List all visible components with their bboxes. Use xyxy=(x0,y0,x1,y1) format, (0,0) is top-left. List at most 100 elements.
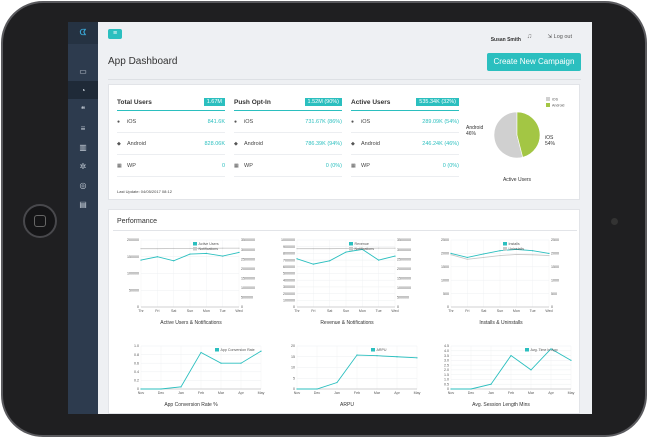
logout-icon: ⇲ xyxy=(547,34,554,40)
bell-icon[interactable]: ♫ xyxy=(526,33,532,40)
data-point[interactable] xyxy=(378,247,380,249)
sidebar-item-chat[interactable]: ❝ xyxy=(68,100,98,118)
data-point[interactable] xyxy=(499,254,501,257)
data-point[interactable] xyxy=(189,253,191,255)
data-point[interactable] xyxy=(515,253,517,256)
data-point[interactable] xyxy=(180,386,182,388)
data-point[interactable] xyxy=(361,247,363,250)
data-point[interactable] xyxy=(222,255,224,257)
y-tick-label: 15 xyxy=(291,355,295,359)
data-point[interactable] xyxy=(222,247,224,249)
pie-slice-ios[interactable] xyxy=(493,111,524,159)
data-point[interactable] xyxy=(450,388,452,390)
data-point[interactable] xyxy=(499,250,501,252)
data-point[interactable] xyxy=(238,251,240,253)
menu-toggle-button[interactable]: ≡ xyxy=(108,29,122,39)
data-point[interactable] xyxy=(416,357,418,359)
sidebar-item-bar-chart[interactable]: ▥ xyxy=(68,138,98,156)
y-tick-label: 0.4 xyxy=(134,370,139,374)
data-point[interactable] xyxy=(238,247,240,249)
data-point[interactable] xyxy=(173,247,175,250)
active-users-pie-chart: iOS 54% Android 46% iOS Android Active Users xyxy=(462,89,572,197)
sidebar-item-book[interactable]: ▤ xyxy=(68,195,98,213)
y2-tick-label: 3500000 xyxy=(241,238,255,242)
data-point[interactable] xyxy=(345,251,347,253)
data-point[interactable] xyxy=(329,260,331,262)
home-button[interactable] xyxy=(23,204,57,238)
data-point[interactable] xyxy=(548,254,550,257)
data-point[interactable] xyxy=(570,359,572,361)
pie-slice-android[interactable] xyxy=(516,111,541,158)
data-point[interactable] xyxy=(205,247,207,250)
stat-row: ▦ WP 0 (0%) xyxy=(351,155,459,177)
data-point[interactable] xyxy=(394,255,396,257)
data-point[interactable] xyxy=(296,248,298,250)
data-point[interactable] xyxy=(530,369,532,371)
data-point[interactable] xyxy=(532,254,534,256)
data-point[interactable] xyxy=(205,252,207,254)
data-point[interactable] xyxy=(532,250,534,252)
data-point[interactable] xyxy=(450,254,452,256)
data-point[interactable] xyxy=(336,381,338,384)
sidebar-item-broadcast[interactable]: ◎ xyxy=(68,176,98,194)
data-point[interactable] xyxy=(483,253,485,255)
data-point[interactable] xyxy=(483,256,485,259)
data-point[interactable] xyxy=(312,248,314,250)
data-point[interactable] xyxy=(329,248,331,250)
data-point[interactable] xyxy=(490,383,492,385)
data-point[interactable] xyxy=(470,388,472,390)
y2-tick-label: 2000000 xyxy=(397,267,411,271)
data-point[interactable] xyxy=(548,252,550,254)
stat-row: ◆ Android 246.24K (46%) xyxy=(351,133,459,155)
chart-avg-session-length-mins: 0 0.5 1.0 1.5 2.0 2.5 3.0 3.5 4.0 4.5 Nov Dec Jan Feb… xyxy=(425,342,577,408)
sidebar-item-desktop[interactable]: ▭ xyxy=(68,62,98,80)
data-point[interactable] xyxy=(356,354,358,356)
sidebar-item-gears[interactable]: ✲ xyxy=(68,157,98,175)
data-point[interactable] xyxy=(550,348,552,350)
data-point[interactable] xyxy=(515,248,517,250)
data-point[interactable] xyxy=(376,355,378,357)
data-point[interactable] xyxy=(220,362,222,364)
stat-row: ● iOS 731.67K (86%) xyxy=(234,111,342,133)
y2-tick-label: 2000 xyxy=(551,252,559,256)
data-point[interactable] xyxy=(156,248,158,250)
sidebar-item-database[interactable]: ≡ xyxy=(68,119,98,137)
data-point[interactable] xyxy=(361,248,363,250)
data-point[interactable] xyxy=(316,388,318,390)
user-name[interactable]: Susan Smith xyxy=(490,37,521,43)
data-point[interactable] xyxy=(510,354,512,357)
chart-app-conversion-rate: 0 0.2 0.4 0.6 0.8 1.0 Nov Dec Jan Feb Mar Apr May App… xyxy=(115,342,267,408)
data-point[interactable] xyxy=(296,258,298,260)
data-point[interactable] xyxy=(140,388,142,390)
x-tick-label: May xyxy=(258,391,265,395)
y2-tick-label: 1000 xyxy=(551,278,559,282)
data-point[interactable] xyxy=(260,350,262,352)
data-point[interactable] xyxy=(240,362,242,364)
data-point[interactable] xyxy=(378,259,380,261)
stat-column-active-users: Active Users 535.34K (32%) ● iOS 289.09K (54… xyxy=(351,98,459,177)
data-point[interactable] xyxy=(466,256,468,259)
app-logo[interactable]: ᗧ xyxy=(68,22,98,44)
data-point[interactable] xyxy=(156,256,158,258)
data-point[interactable] xyxy=(345,247,347,250)
y2-tick-label: 1000000 xyxy=(241,286,255,290)
data-point[interactable] xyxy=(396,356,398,358)
data-point[interactable] xyxy=(394,247,396,249)
data-point[interactable] xyxy=(189,247,191,250)
data-point[interactable] xyxy=(296,388,298,390)
data-point[interactable] xyxy=(312,263,314,265)
chart-active-users-notifications: 0 50000 100000 150000 200000 Thr Fri Sat Sun Mon T… xyxy=(115,236,267,326)
data-point[interactable] xyxy=(173,260,175,262)
broadcast-icon: ◎ xyxy=(79,180,87,190)
data-point[interactable] xyxy=(466,258,468,260)
logout-link[interactable]: ⇲ Log out xyxy=(548,34,573,40)
data-point[interactable] xyxy=(160,388,162,390)
y-tick-label: 50000 xyxy=(129,288,139,292)
data-point[interactable] xyxy=(140,259,142,261)
y-tick-label: 0.6 xyxy=(134,361,139,365)
data-point[interactable] xyxy=(140,248,142,250)
data-point[interactable] xyxy=(450,252,452,254)
create-campaign-button[interactable]: Create New Campaign xyxy=(487,53,581,71)
data-point[interactable] xyxy=(200,351,202,354)
sidebar-item-dashboard[interactable]: ◔ xyxy=(68,81,98,99)
